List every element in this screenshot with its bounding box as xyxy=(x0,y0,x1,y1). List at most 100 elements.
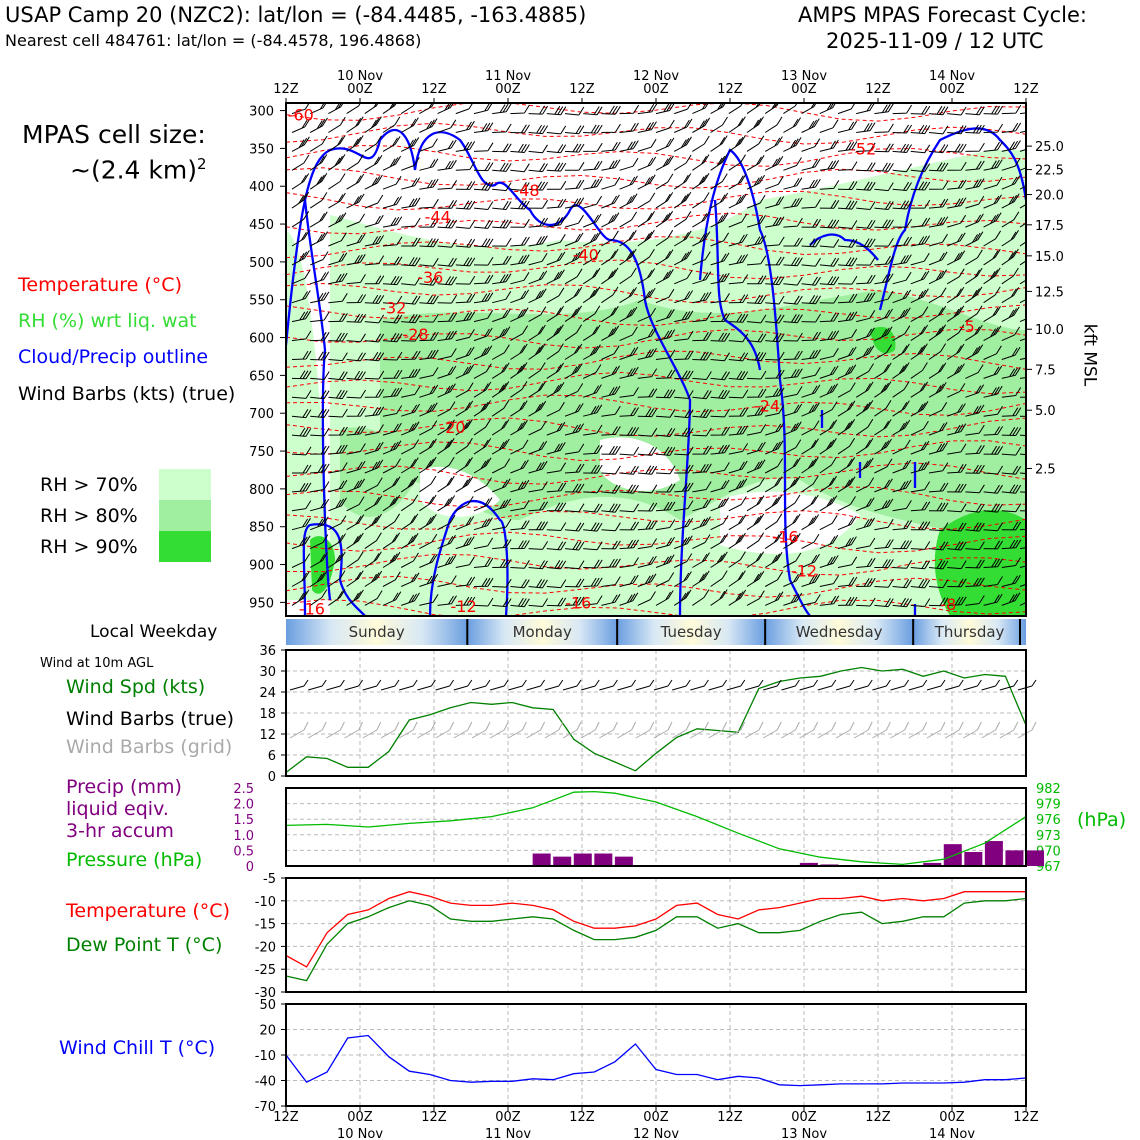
wind-barb xyxy=(346,551,364,568)
wind-barb xyxy=(928,482,949,493)
wind-barb xyxy=(491,419,510,436)
wind-barb xyxy=(710,408,731,418)
wind-barb xyxy=(473,181,494,191)
wind-barb xyxy=(983,194,1002,209)
wind-barb xyxy=(655,210,674,228)
wind-barb xyxy=(400,533,419,550)
wind-barb xyxy=(765,440,784,455)
wind-barb xyxy=(837,364,857,379)
wind-barb xyxy=(546,305,565,323)
wind-chill-line xyxy=(285,1034,1027,1087)
wind-barb xyxy=(601,176,621,190)
wind-barb xyxy=(637,408,658,418)
precip-bar xyxy=(799,862,818,866)
wind-barb-grid xyxy=(635,721,655,739)
wind-barb xyxy=(947,483,967,493)
wind-barb xyxy=(710,589,728,606)
wind-barb xyxy=(546,382,565,398)
wind-barb xyxy=(528,440,548,455)
weekday-cell xyxy=(467,619,618,645)
wind-barb xyxy=(874,498,894,512)
wind-barb xyxy=(728,551,746,568)
wind-barb xyxy=(528,560,548,570)
wind-barb xyxy=(346,514,365,531)
wind-barb xyxy=(874,273,894,285)
wind-barb xyxy=(619,387,639,398)
wind-barb xyxy=(564,560,585,570)
wind-barb xyxy=(637,211,655,228)
y-tick-label: -15 xyxy=(255,918,276,933)
wind-barb xyxy=(346,173,365,190)
wind-barb xyxy=(382,422,402,436)
wind-barb xyxy=(510,362,528,379)
wind-barb xyxy=(655,155,674,171)
wind-barb xyxy=(910,217,931,228)
wind-barb xyxy=(692,154,710,171)
bottom-date-label: 13 Nov xyxy=(781,1127,827,1140)
wind-barb xyxy=(801,594,821,606)
y-tick-label: -5 xyxy=(263,872,276,887)
wind-barb xyxy=(382,458,401,474)
y-tick-label: -30 xyxy=(255,986,276,1001)
wind-barb xyxy=(473,537,494,550)
wind-barb xyxy=(710,444,730,455)
wind-barb xyxy=(655,536,675,550)
wind-barb xyxy=(783,197,803,209)
wind-barb xyxy=(983,105,1004,115)
wind-barb xyxy=(765,422,785,436)
wind-barb xyxy=(928,442,948,455)
y-tick-label: -10 xyxy=(255,1049,276,1064)
wind-barb xyxy=(946,305,965,323)
wind-barb xyxy=(528,306,547,323)
wind-barb xyxy=(401,386,421,398)
y-tick-label: -10 xyxy=(255,895,276,910)
weekday-cell xyxy=(913,619,1026,645)
wind-barb xyxy=(673,571,692,587)
temp-label: Temperature (°C) xyxy=(66,900,230,922)
bottom-tick-label: 12Z xyxy=(273,1110,299,1125)
wind-barb xyxy=(583,595,603,606)
wind-barb xyxy=(837,437,856,455)
wind-barb xyxy=(819,595,840,606)
header-title-left: USAP Camp 20 (NZC2): lat/lon = (-84.4485… xyxy=(5,3,587,27)
wind-barb xyxy=(983,503,1003,513)
wind-barb xyxy=(837,536,857,550)
height-tick-label: 22.5 xyxy=(1035,164,1064,179)
wind-barb xyxy=(928,343,947,360)
wind-barb xyxy=(400,513,419,531)
wind-barb xyxy=(419,456,437,474)
wind-barb xyxy=(310,291,330,304)
wind-barb xyxy=(819,312,840,323)
wind-barb xyxy=(983,465,1004,475)
wind-barb xyxy=(856,274,876,285)
isotherm-line xyxy=(286,145,1026,167)
wind-barb xyxy=(837,596,858,606)
wind-barb xyxy=(564,197,585,209)
wind-barb xyxy=(965,577,985,587)
wind-barb xyxy=(655,572,675,587)
wind-barb xyxy=(619,211,638,228)
wind-barb xyxy=(965,106,985,116)
wind-barb xyxy=(455,382,474,398)
wind-barb xyxy=(746,215,766,228)
wind-barb xyxy=(856,557,876,568)
header-title-right-1: AMPS MPAS Forecast Cycle: xyxy=(798,3,1087,27)
y-tick-label: 24 xyxy=(259,686,276,701)
wind-barb xyxy=(655,309,675,323)
wind-barb xyxy=(746,406,767,417)
wind-barb xyxy=(728,407,749,417)
y-tick-label: 20 xyxy=(259,1024,276,1039)
wind-barb xyxy=(583,559,603,569)
wind-barb xyxy=(674,270,693,285)
height-tick-label: 25.0 xyxy=(1035,140,1064,155)
wind-barb xyxy=(746,294,767,304)
wind-barb-grid xyxy=(489,721,509,739)
wind-barb xyxy=(510,218,530,228)
wind-barb xyxy=(710,232,730,247)
wind-barb xyxy=(346,443,366,455)
wind-barb xyxy=(783,457,801,474)
wind-barb xyxy=(510,124,530,134)
wind-barb xyxy=(910,560,931,570)
wind-barb xyxy=(819,276,840,286)
wind-barb xyxy=(856,327,875,342)
